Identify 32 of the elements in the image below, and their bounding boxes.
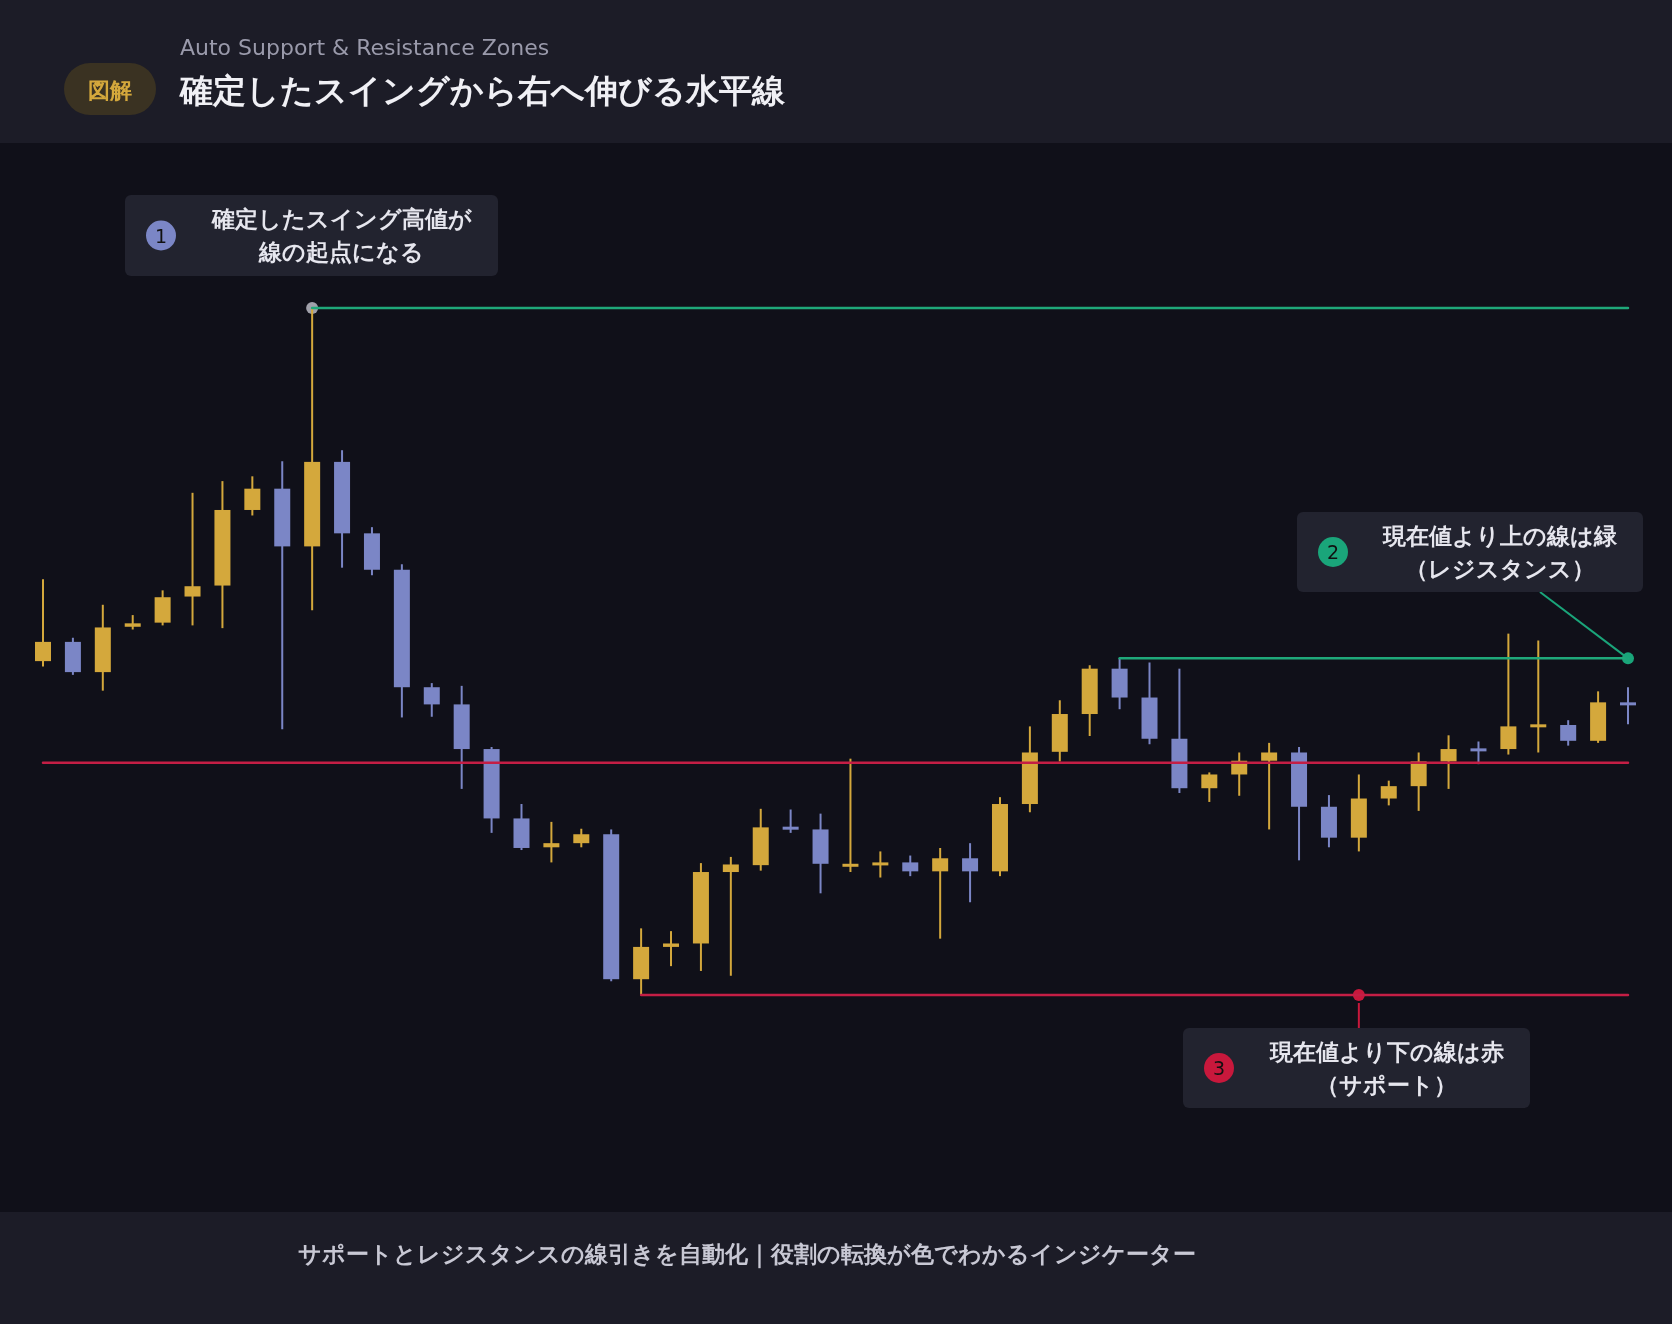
candlestick	[932, 846, 949, 940]
text: 3	[1212, 1057, 1226, 1079]
annotation: 現在値より下の線は赤（サポート）	[1268, 1039, 1504, 1098]
text: 1	[154, 224, 168, 247]
candlestick	[962, 842, 979, 904]
candlestick	[423, 682, 440, 718]
candlestick	[573, 827, 590, 849]
candlestick	[782, 808, 799, 834]
candlestick	[244, 475, 261, 517]
candlestick	[1440, 734, 1457, 790]
candlestick	[1560, 719, 1577, 747]
candlestick	[663, 930, 680, 968]
text: 図解	[88, 78, 132, 103]
candlestick	[872, 850, 889, 879]
annotation: 2	[1326, 541, 1340, 563]
candlestick	[543, 820, 560, 864]
chart-subtitle: Auto Support & Resistance Zones	[180, 35, 550, 60]
candlestick	[1380, 779, 1397, 807]
candlestick	[842, 757, 859, 874]
candlestick	[902, 854, 919, 878]
chart-title: 確定したスイングから右へ伸びる水平線	[179, 71, 786, 110]
annotation: 現在値より上の線は緑（レジスタンス）	[1382, 523, 1618, 582]
candlestick	[35, 578, 51, 668]
candlestick	[722, 855, 739, 977]
candlestick	[1620, 686, 1636, 726]
candlestick	[1530, 639, 1547, 754]
candlestick	[1261, 741, 1278, 831]
annotation: 確定したスイング高値が線の起点になる	[210, 206, 472, 265]
candlestick	[1201, 771, 1218, 803]
candlestick	[184, 491, 201, 627]
candlestick	[1500, 632, 1517, 756]
text: サポートとレジスタンスの線引きを自動化｜役割の転換が色でわかるインジケーター	[298, 1241, 1196, 1269]
